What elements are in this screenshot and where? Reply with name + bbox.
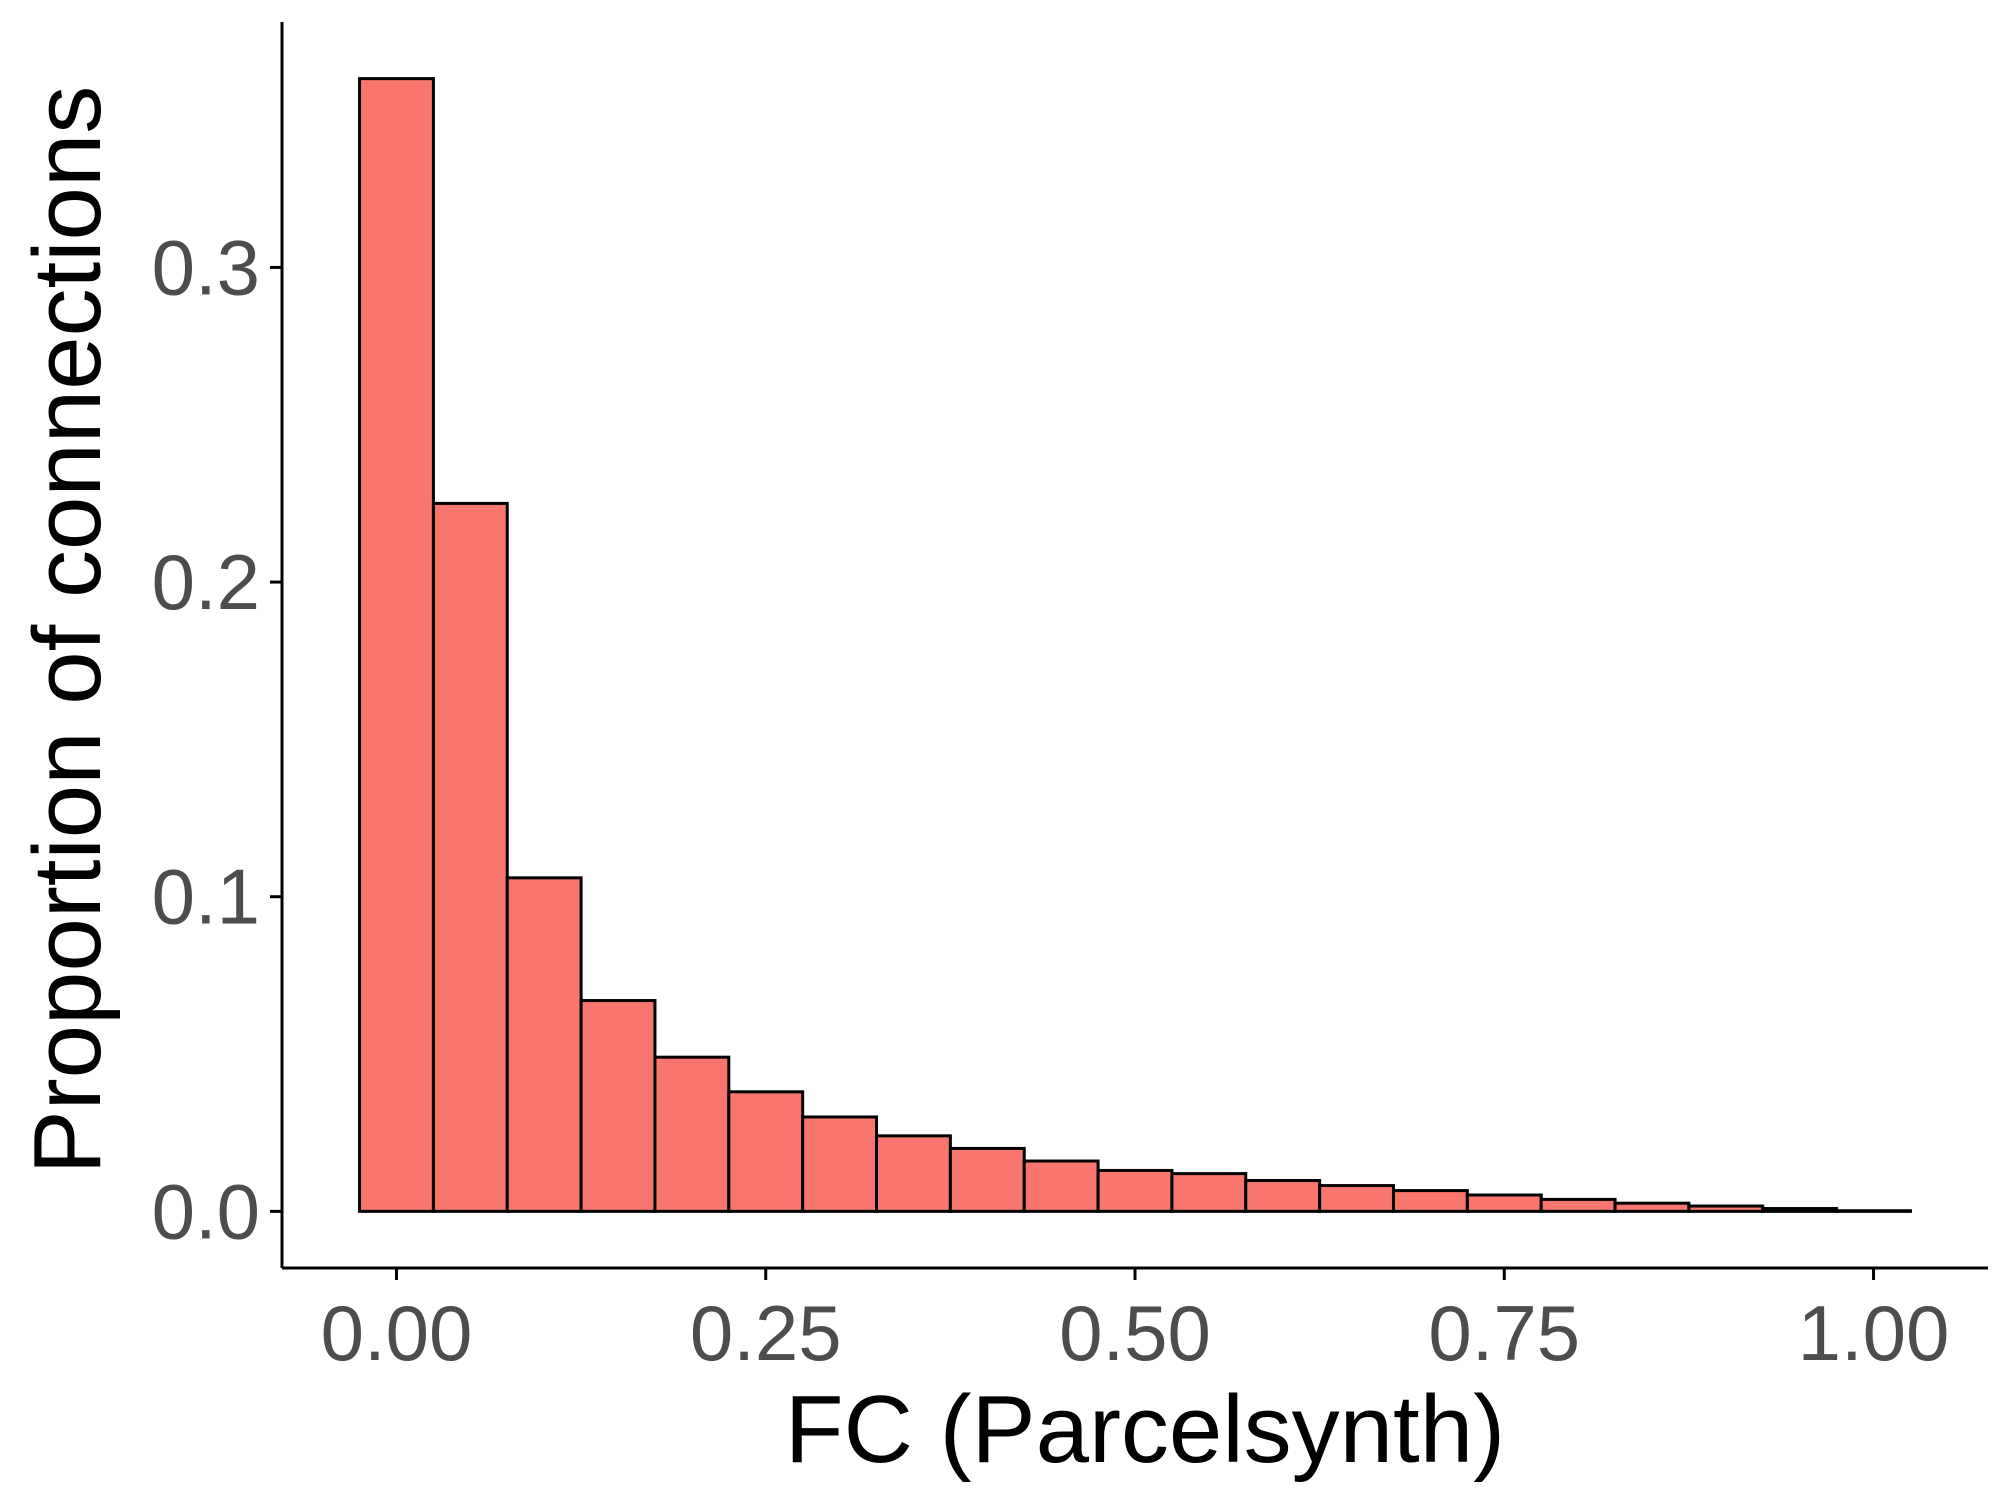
histogram-bar (358, 77, 435, 1213)
x-tick-label: 0.00 (321, 1289, 473, 1377)
histogram-bar (1613, 1201, 1691, 1213)
y-tick-label: 0.0 (152, 1167, 260, 1255)
y-axis-title: Proportion of connections (14, 86, 121, 1175)
histogram-bar (801, 1115, 879, 1213)
histogram-bar (1687, 1204, 1765, 1213)
histogram-bar (1022, 1159, 1100, 1213)
histogram-bar (948, 1146, 1026, 1213)
x-tick-label: 1.00 (1798, 1289, 1950, 1377)
histogram-bar (1761, 1207, 1839, 1213)
histogram-bar (727, 1090, 805, 1213)
histogram-bar (505, 876, 583, 1213)
histogram-bar (1391, 1189, 1469, 1213)
x-axis-ticks: 0.00 0.25 0.50 0.75 1.00 (321, 1268, 1950, 1377)
x-tick-label: 0.25 (690, 1289, 842, 1377)
histogram-bar (1096, 1168, 1174, 1213)
y-tick-label: 0.1 (152, 853, 260, 941)
x-tick-label: 0.50 (1059, 1289, 1211, 1377)
bars-layer (358, 77, 1912, 1213)
y-tick-label: 0.3 (152, 223, 260, 311)
x-tick-label: 0.75 (1428, 1289, 1580, 1377)
histogram-bar (1170, 1172, 1248, 1213)
histogram-bar (1465, 1193, 1543, 1213)
histogram-bar (431, 501, 509, 1213)
histogram-bar (653, 1055, 731, 1213)
y-tick-label: 0.2 (152, 538, 260, 626)
histogram-bar (579, 999, 657, 1213)
histogram-bar (1539, 1197, 1617, 1213)
histogram-bar (1835, 1209, 1912, 1213)
x-axis-title: FC (Parcelsynth) (785, 1376, 1505, 1483)
y-axis-ticks: 0.0 0.1 0.2 0.3 (152, 223, 282, 1255)
histogram-bar (1244, 1179, 1322, 1213)
histogram-bar (875, 1134, 952, 1213)
histogram-bar (1318, 1184, 1395, 1213)
